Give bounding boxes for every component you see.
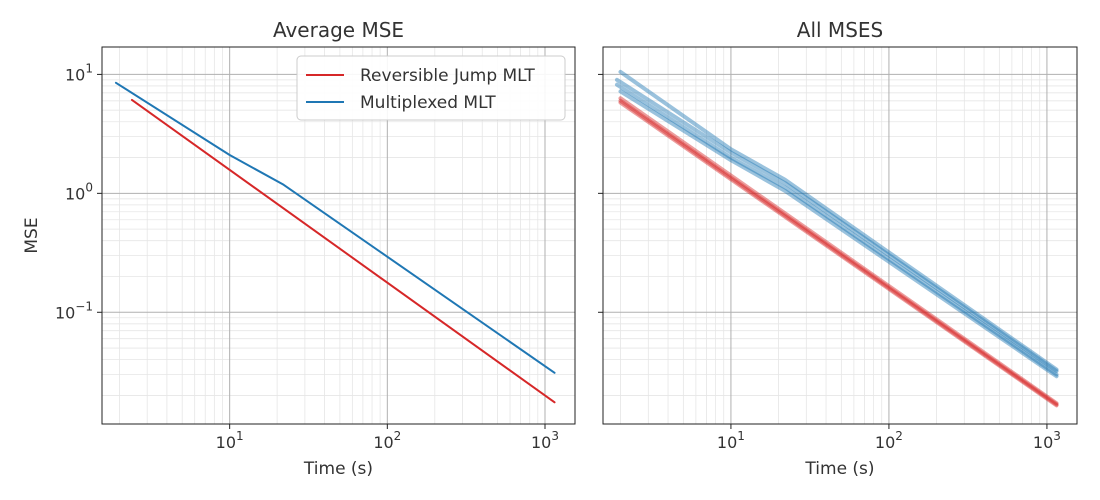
series-line-2 <box>618 100 1059 408</box>
series-line-5 <box>618 69 1059 372</box>
series-line-6 <box>618 89 1059 379</box>
x-tick-label: 102 <box>875 429 903 452</box>
series-line-reversible-jump-mlt <box>130 98 556 404</box>
x-tick-label: 101 <box>717 429 745 452</box>
series-group <box>114 81 556 404</box>
x-tick-label: 101 <box>216 429 244 452</box>
series-line-3 <box>614 77 1059 374</box>
series-line-multiplexed-mlt <box>114 81 556 374</box>
series-group <box>614 69 1059 408</box>
legend-label: Reversible Jump MLT <box>360 66 535 86</box>
x-axis-label: Time (s) <box>804 459 874 479</box>
x-tick-label: 103 <box>1033 429 1061 452</box>
y-tick-label: 10−1 <box>55 299 93 322</box>
x-tick-label: 103 <box>531 429 559 452</box>
series-line-4 <box>614 82 1059 377</box>
chart-panel-2: 101 102 103 All MSES Time (s) <box>598 18 1078 479</box>
y-tick-label: 101 <box>65 61 93 84</box>
axes-frame <box>602 46 1078 425</box>
chart-panel-1: 101 102 103 10−1 100 101 Average MSE Time (s) MS… <box>22 18 576 479</box>
y-axis-label: MSE <box>22 217 42 253</box>
legend-box <box>296 55 566 121</box>
legend: Reversible Jump MLT Multiplexed MLT <box>296 55 566 121</box>
chart-title: Average MSE <box>273 18 404 42</box>
x-axis-label: Time (s) <box>303 459 373 479</box>
minor-grid <box>603 47 1077 424</box>
series-line-1 <box>618 98 1059 407</box>
major-grid <box>603 47 1077 424</box>
axes-frame <box>101 46 576 425</box>
y-tick-label: 100 <box>65 180 93 203</box>
legend-label: Multiplexed MLT <box>360 93 496 113</box>
series-line-0 <box>618 96 1059 406</box>
x-tick-label: 102 <box>373 429 401 452</box>
chart-title: All MSES <box>797 18 883 42</box>
